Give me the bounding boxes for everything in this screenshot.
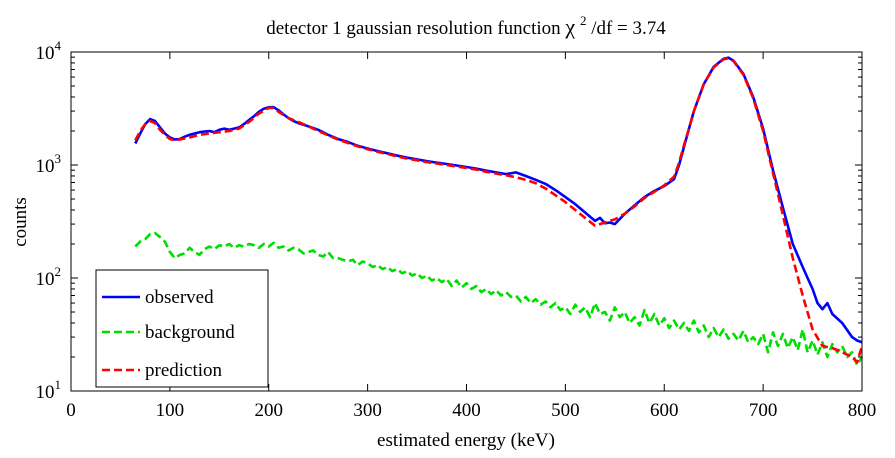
- x-tick-label: 600: [650, 400, 679, 421]
- y-tick-label: 104: [36, 38, 62, 64]
- x-tick-label: 400: [452, 400, 481, 421]
- x-tick-label: 700: [749, 400, 778, 421]
- y-tick-label-base: 10: [36, 156, 55, 177]
- legend: observed background prediction: [95, 269, 269, 388]
- x-tick-label: 200: [255, 400, 284, 421]
- plot-frame: [70, 51, 863, 392]
- title-stat-sup: 2: [580, 13, 587, 28]
- title-stat-symbol: χ: [564, 14, 575, 39]
- series-line-prediction: [134, 57, 864, 364]
- legend-box: [95, 269, 269, 388]
- series-layer: [134, 56, 864, 367]
- legend-label-prediction: prediction: [145, 360, 223, 381]
- legend-label-background: background: [145, 322, 235, 343]
- y-tick-label-exp: 2: [55, 264, 62, 279]
- y-tick-label: 102: [36, 264, 62, 290]
- chart-title: detector 1 gaussian resolution function …: [266, 9, 666, 39]
- y-tick-label-base: 10: [36, 269, 55, 290]
- x-tick-label: 500: [551, 400, 580, 421]
- title-main: detector 1 gaussian resolution function: [266, 18, 561, 39]
- x-tick-label: 800: [848, 400, 877, 421]
- x-tick-label: 0: [66, 400, 76, 421]
- y-tick-label-base: 10: [36, 382, 55, 403]
- y-tick-label: 101: [36, 377, 62, 403]
- y-axis-label: counts: [10, 197, 31, 247]
- y-tick-label-exp: 3: [55, 151, 62, 166]
- y-tick-label-base: 10: [36, 43, 55, 64]
- x-tick-label: 100: [156, 400, 185, 421]
- y-tick-label: 103: [36, 151, 62, 177]
- y-tick-label-exp: 1: [55, 377, 62, 392]
- y-tick-label-exp: 4: [55, 38, 62, 53]
- x-axis-label: estimated energy (keV): [377, 430, 555, 451]
- title-stat-suffix: /df = 3.74: [591, 18, 666, 39]
- series-line-background: [134, 231, 864, 367]
- legend-label-observed: observed: [145, 287, 214, 308]
- x-tick-label: 300: [353, 400, 382, 421]
